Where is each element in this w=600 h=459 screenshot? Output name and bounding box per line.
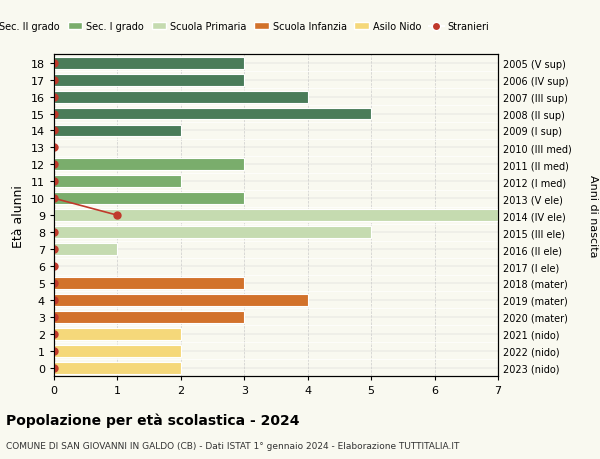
Bar bbox=[54, 328, 181, 340]
Y-axis label: Età alunni: Età alunni bbox=[12, 185, 25, 247]
Bar bbox=[54, 244, 118, 256]
Y-axis label: Anni di nascita: Anni di nascita bbox=[588, 174, 598, 257]
Bar bbox=[54, 210, 498, 222]
Text: Popolazione per età scolastica - 2024: Popolazione per età scolastica - 2024 bbox=[6, 413, 299, 428]
Bar bbox=[54, 74, 244, 86]
Bar bbox=[54, 294, 308, 306]
Bar bbox=[54, 125, 181, 137]
Bar bbox=[54, 345, 181, 357]
Bar bbox=[54, 91, 308, 103]
Text: COMUNE DI SAN GIOVANNI IN GALDO (CB) - Dati ISTAT 1° gennaio 2024 - Elaborazione: COMUNE DI SAN GIOVANNI IN GALDO (CB) - D… bbox=[6, 441, 460, 450]
Bar bbox=[54, 311, 244, 323]
Legend: Sec. II grado, Sec. I grado, Scuola Primaria, Scuola Infanzia, Asilo Nido, Stran: Sec. II grado, Sec. I grado, Scuola Prim… bbox=[0, 18, 493, 36]
Bar bbox=[54, 277, 244, 289]
Bar bbox=[54, 362, 181, 374]
Bar bbox=[54, 193, 244, 205]
Bar bbox=[54, 227, 371, 239]
Bar bbox=[54, 108, 371, 120]
Bar bbox=[54, 159, 244, 171]
Bar bbox=[54, 176, 181, 188]
Bar bbox=[54, 58, 244, 69]
